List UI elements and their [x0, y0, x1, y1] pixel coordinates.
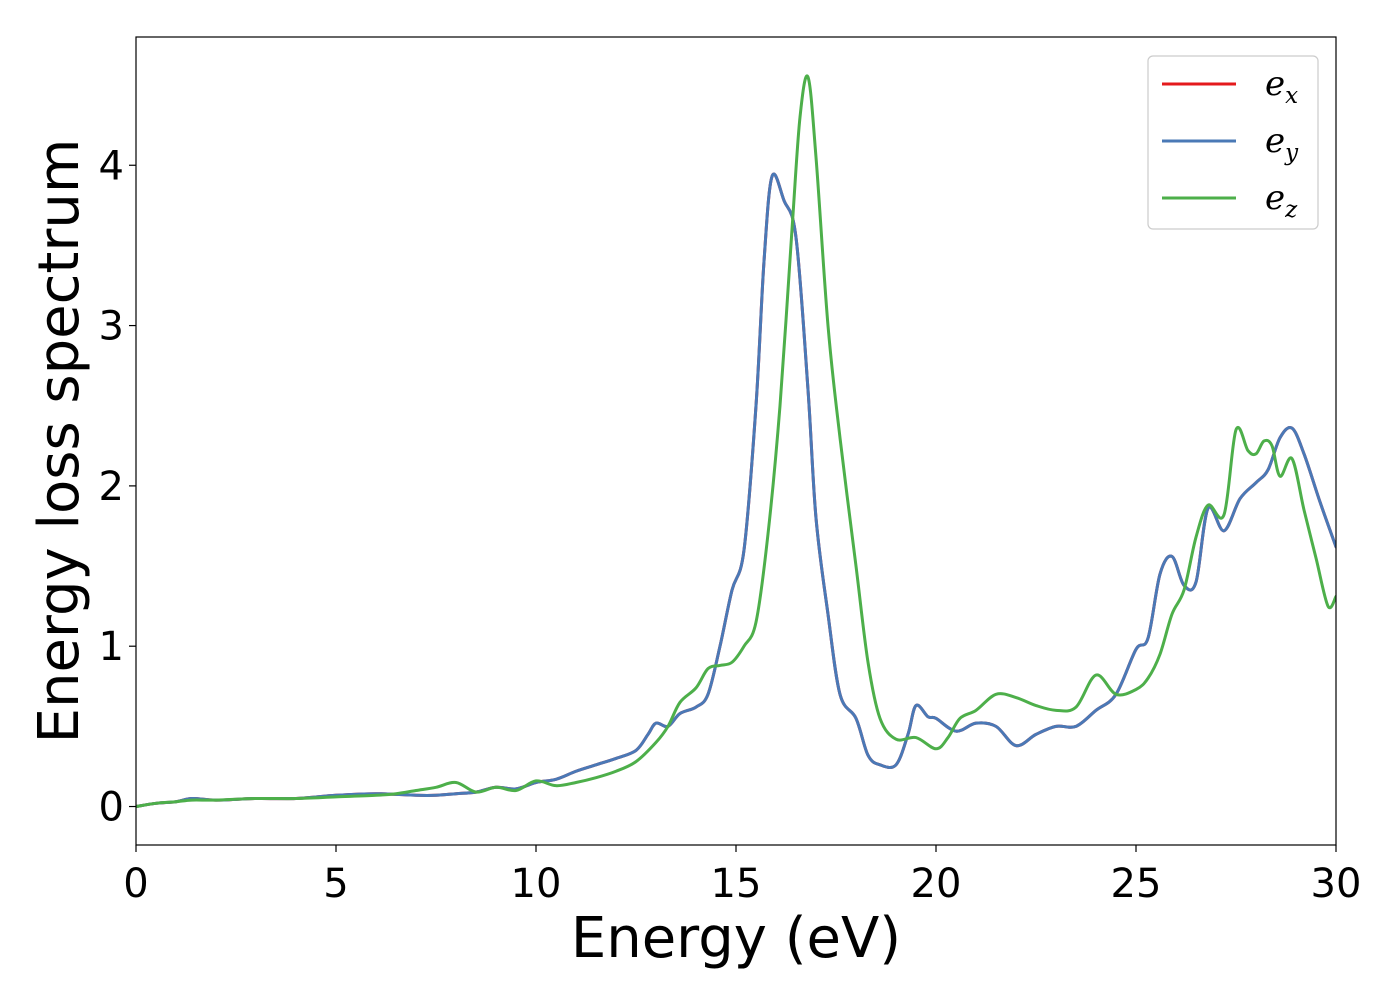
plot-area — [136, 74, 1336, 809]
x-tick-label: 15 — [711, 861, 762, 907]
x-tick-label: 5 — [323, 861, 348, 907]
y-axis-label: Energy loss spectrum — [27, 139, 92, 744]
y-tick-label: 4 — [99, 143, 124, 189]
x-tick-label: 0 — [123, 861, 148, 907]
x-tick-label: 25 — [1111, 861, 1162, 907]
y-tick-label: 2 — [99, 464, 124, 510]
series-line-z — [136, 74, 1336, 809]
x-axis-label: Energy (eV) — [571, 906, 901, 971]
y-tick-label: 1 — [99, 624, 124, 670]
x-tick-label: 20 — [911, 861, 962, 907]
legend-label-y: ey — [1265, 121, 1299, 166]
y-tick-label: 3 — [99, 304, 124, 350]
y-tick-label: 0 — [99, 785, 124, 831]
legend-label-x: ex — [1265, 64, 1298, 109]
axis-ticks: 0 5 10 15 20 25 30 0 1 2 3 4 — [99, 143, 1362, 907]
x-tick-label: 30 — [1311, 861, 1362, 907]
x-tick-label: 10 — [511, 861, 562, 907]
